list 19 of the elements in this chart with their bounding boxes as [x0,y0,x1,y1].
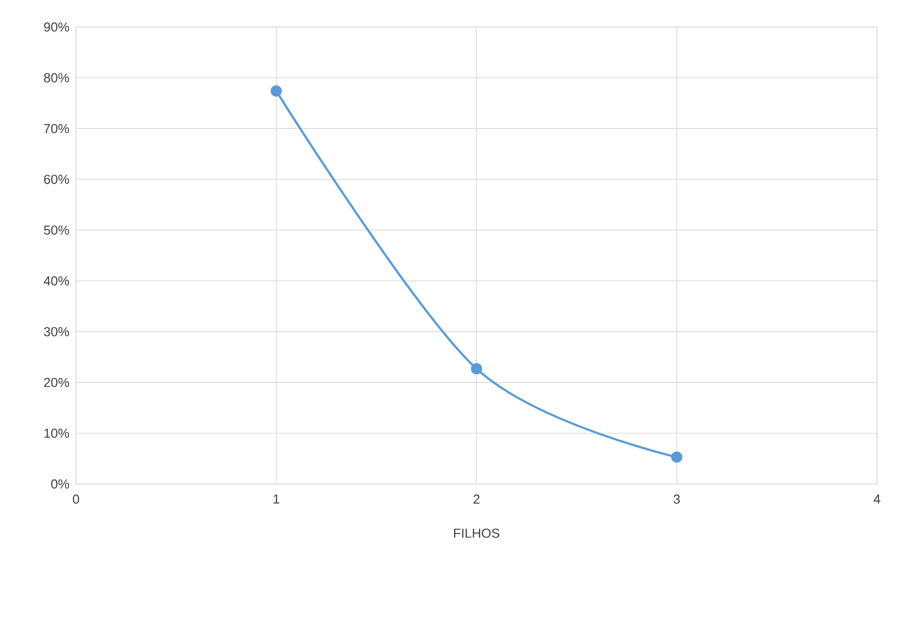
y-tick-label: 70% [44,124,70,134]
y-tick-label: 80% [44,73,70,82]
y-tick-label: 10% [44,428,70,438]
point [671,451,682,463]
y-tick-label: 60% [44,174,70,184]
x-tick-label: 2 [474,494,480,504]
y-tick-label: 20% [44,378,70,388]
x-tick-label: 0 [72,494,80,504]
x-tick-label: 4 [874,494,880,504]
point [270,85,282,97]
y-tick-label: 50% [44,226,70,235]
y-tick-label: 40% [44,276,70,286]
x-tick-label: 1 [274,494,280,504]
y-tick-label: 90% [44,22,70,32]
point [470,363,482,374]
x-axis-title: FILHOS [454,528,500,538]
y-tick-label: 30% [44,327,70,336]
y-tick-label: 0% [51,479,70,489]
x-tick-label: 3 [674,494,680,504]
